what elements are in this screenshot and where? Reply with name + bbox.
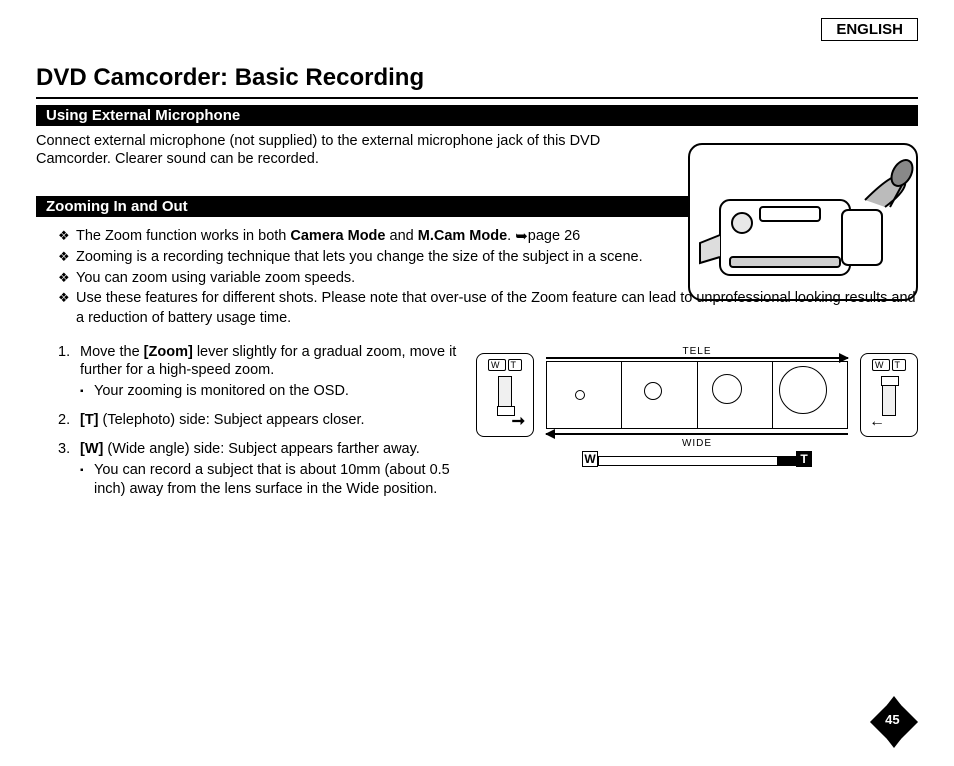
- page-ref-arrow-icon: ➥: [515, 228, 528, 245]
- tele-label: TELE: [546, 346, 848, 357]
- bullet-1-pageref: page 26: [528, 228, 580, 244]
- bullet-4: Use these features for different shots. …: [58, 289, 918, 328]
- mic-intro-text: Connect external microphone (not supplie…: [36, 132, 626, 168]
- frame-1: [547, 362, 622, 428]
- page-number: 45: [885, 712, 899, 727]
- bullet-1-post: .: [507, 228, 515, 244]
- zoom-frames-strip: [546, 361, 848, 429]
- scale-fill: [777, 457, 795, 465]
- step-2-rest: (Telephoto) side: Subject appears closer…: [99, 412, 365, 428]
- step-3-sub: You can record a subject that is about 1…: [80, 461, 476, 499]
- bullet-1-camera-mode: Camera Mode: [290, 228, 385, 244]
- panel-t-label: T: [508, 359, 523, 371]
- bullet-1-pre: The Zoom function works in both: [76, 228, 290, 244]
- wide-arrow-icon: [546, 433, 848, 435]
- step-1: Move the [Zoom] lever slightly for a gra…: [58, 343, 476, 402]
- panel-wt-labels-r: WT: [861, 360, 917, 370]
- bullet-2: Zooming is a recording technique that le…: [58, 248, 918, 268]
- figure-icon: [779, 366, 827, 414]
- zoom-panel-tele: WT ←: [860, 353, 918, 437]
- zoom-diagram: WT ➞ WT ← TELE: [476, 343, 918, 503]
- zoom-knob-icon-r: [881, 376, 899, 386]
- bullet-1: The Zoom function works in both Camera M…: [58, 227, 918, 247]
- arrow-right-icon: ➞: [512, 411, 525, 431]
- panel-t-label-r: T: [892, 359, 907, 371]
- zoom-scale-bar: [598, 456, 796, 466]
- steps-column: Move the [Zoom] lever slightly for a gra…: [36, 343, 476, 509]
- badge-tri-down-icon: [887, 739, 901, 748]
- panel-wt-labels: WT: [477, 360, 533, 370]
- bullet-1-mcam-mode: M.Cam Mode: [418, 228, 507, 244]
- zoom-slider-icon-r: [882, 376, 896, 416]
- figure-icon: [712, 374, 742, 404]
- panel-w-label: W: [488, 359, 506, 371]
- figure-icon: [575, 390, 585, 400]
- step-2-t: [T]: [80, 412, 99, 428]
- arrow-left-icon: ←: [869, 413, 885, 431]
- wide-label: WIDE: [546, 438, 848, 449]
- step-1-zoom: [Zoom]: [144, 344, 193, 360]
- zoom-bullet-list: The Zoom function works in both Camera M…: [58, 227, 918, 329]
- step-3-w: [W]: [80, 441, 103, 457]
- scale-t-label: T: [796, 451, 812, 467]
- section-header-mic: Using External Microphone: [36, 105, 918, 126]
- language-box: ENGLISH: [821, 18, 918, 41]
- frame-3: [698, 362, 773, 428]
- step-1-sub: Your zooming is monitored on the OSD.: [80, 382, 476, 401]
- figure-icon: [644, 382, 662, 400]
- frame-4: [773, 362, 847, 428]
- tele-arrow-icon: [546, 357, 848, 359]
- frame-2: [622, 362, 697, 428]
- scale-w-label: W: [582, 451, 598, 467]
- step-3-rest: (Wide angle) side: Subject appears farth…: [103, 441, 419, 457]
- zoom-panel-wide: WT ➞: [476, 353, 534, 437]
- page-number-badge: 45: [870, 698, 918, 746]
- panel-w-label-r: W: [872, 359, 890, 371]
- page-title: DVD Camcorder: Basic Recording: [36, 64, 918, 99]
- step-1-a: Move the: [80, 344, 144, 360]
- step-2: [T] (Telephoto) side: Subject appears cl…: [58, 411, 476, 430]
- bullet-1-and: and: [385, 228, 417, 244]
- zoom-slider-icon: [498, 376, 512, 416]
- bullet-3: You can zoom using variable zoom speeds.: [58, 269, 918, 289]
- step-3: [W] (Wide angle) side: Subject appears f…: [58, 440, 476, 499]
